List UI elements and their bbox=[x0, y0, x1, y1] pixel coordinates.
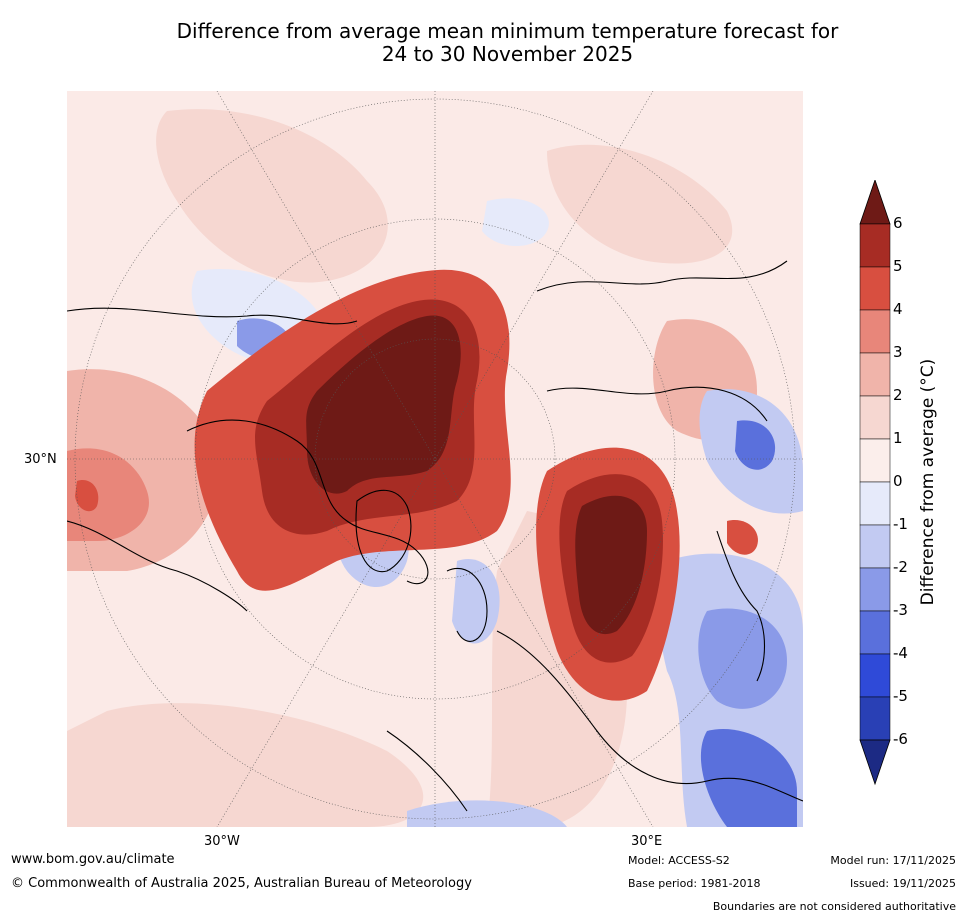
lat-label-30n: 30°N bbox=[24, 452, 57, 467]
colorbar-band bbox=[859, 610, 891, 655]
footer-base-period: Base period: 1981-2018 bbox=[628, 877, 761, 890]
colorbar-label: Difference from average (°C) bbox=[918, 358, 938, 606]
footer-website[interactable]: www.bom.gov.au/climate bbox=[11, 852, 175, 867]
anomaly-area-pacific-west bbox=[547, 144, 733, 264]
colorbar-band bbox=[859, 653, 891, 698]
graticule bbox=[67, 91, 803, 827]
footer-model: Model: ACCESS-S2 bbox=[628, 854, 730, 867]
colorbar-extend-high bbox=[859, 180, 891, 225]
cool-area-china-south bbox=[700, 729, 797, 827]
anomaly-area-north-pacific bbox=[156, 109, 388, 283]
warm-area-russia-core bbox=[575, 495, 647, 635]
warm-area-arctic-core bbox=[306, 315, 461, 494]
map-title-line1: Difference from average mean minimum tem… bbox=[176, 19, 839, 43]
footer-disclaimer: Boundaries are not considered authoritat… bbox=[712, 900, 956, 913]
colorbar-tick-label: -4 bbox=[893, 644, 908, 662]
colorbar-tick-label: 5 bbox=[893, 257, 903, 275]
colorbar-band bbox=[859, 481, 891, 526]
colorbar-tick-label: -5 bbox=[893, 687, 908, 705]
colorbar-band bbox=[859, 309, 891, 354]
cool-area-africa-north bbox=[407, 800, 567, 827]
colorbar-band bbox=[859, 524, 891, 569]
colorbar-tick-label: -6 bbox=[893, 730, 908, 748]
lon-label-30w: 30°W bbox=[204, 834, 240, 849]
cool-area-east-asia-core bbox=[735, 420, 776, 470]
footer-copyright: © Commonwealth of Australia 2025, Austra… bbox=[11, 876, 472, 891]
map-svg bbox=[67, 91, 803, 827]
warm-area-west-pacific bbox=[67, 448, 149, 541]
colorbar-tick-label: 1 bbox=[893, 429, 903, 447]
colorbar-band bbox=[859, 266, 891, 311]
colorbar bbox=[859, 180, 891, 786]
colorbar-tick-label: 4 bbox=[893, 300, 903, 318]
colorbar-extend-low bbox=[859, 739, 891, 786]
colorbar-tick-label: 3 bbox=[893, 343, 903, 361]
lon-label-30e: 30°E bbox=[631, 834, 663, 849]
colorbar-band bbox=[859, 352, 891, 397]
warm-area-japan-sea bbox=[727, 520, 758, 555]
colorbar-tick-label: -3 bbox=[893, 601, 908, 619]
map-title-line2: 24 to 30 November 2025 bbox=[381, 42, 634, 66]
colorbar-band bbox=[859, 438, 891, 483]
colorbar-tick-label: 2 bbox=[893, 386, 903, 404]
colorbar-band bbox=[859, 395, 891, 440]
cool-area-scandinavia bbox=[452, 559, 500, 644]
footer-issued: Issued: 19/11/2025 bbox=[849, 877, 956, 890]
colorbar-tick-label: 0 bbox=[893, 472, 903, 490]
coastlines bbox=[67, 260, 803, 812]
colorbar-tick-label: 6 bbox=[893, 214, 903, 232]
footer-model-run: Model run: 17/11/2025 bbox=[830, 854, 956, 867]
colorbar-tick-label: -1 bbox=[893, 515, 908, 533]
cool-area-china-mid bbox=[698, 608, 787, 709]
colorbar-band bbox=[859, 696, 891, 741]
colorbar-band bbox=[859, 223, 891, 268]
warm-area-west-pacific-core bbox=[75, 480, 99, 512]
cool-area-arctic-pacific bbox=[482, 198, 549, 246]
colorbar-band bbox=[859, 567, 891, 612]
map-title: Difference from average mean minimum tem… bbox=[60, 20, 955, 66]
forecast-map[interactable] bbox=[67, 91, 803, 827]
colorbar-tick-label: -2 bbox=[893, 558, 908, 576]
